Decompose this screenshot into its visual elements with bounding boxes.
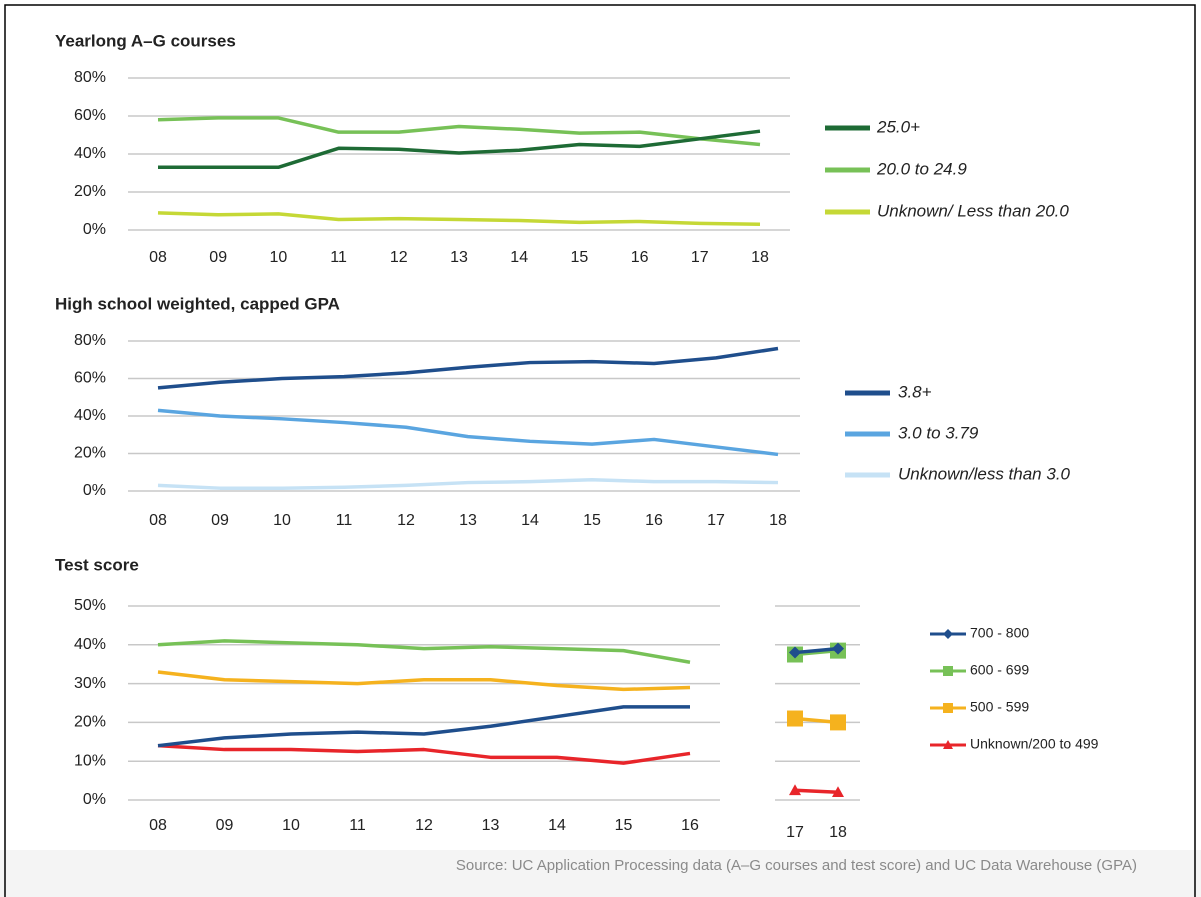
marker — [789, 646, 801, 659]
y-tick-label: 80% — [74, 332, 106, 349]
y-tick-label: 0% — [83, 482, 106, 499]
x-tick-label: 18 — [751, 249, 769, 266]
marker — [943, 740, 953, 749]
x-tick-label: 09 — [216, 817, 234, 834]
legend-label: 3.8+ — [898, 382, 932, 401]
marker — [943, 629, 953, 639]
x-tick-label: 11 — [330, 249, 347, 266]
marker — [943, 666, 953, 676]
y-tick-label: 80% — [74, 69, 106, 86]
x-tick-label: 16 — [645, 512, 663, 529]
y-tick-label: 0% — [83, 791, 106, 808]
x-tick-label: 17 — [786, 824, 804, 841]
y-tick-label: 40% — [74, 407, 106, 424]
series-line — [157, 211, 761, 227]
x-tick-label: 10 — [282, 817, 300, 834]
x-tick-label: 11 — [349, 817, 366, 834]
series-line — [794, 788, 839, 794]
legend-label: Unknown/200 to 499 — [970, 736, 1099, 752]
legend-label: 700 - 800 — [970, 625, 1029, 641]
x-tick-label: 08 — [149, 249, 167, 266]
x-tick-label: 15 — [583, 512, 601, 529]
x-tick-label: 18 — [829, 824, 847, 841]
x-tick-label: 14 — [548, 817, 566, 834]
chart-title: Test score — [55, 555, 139, 574]
x-tick-label: 13 — [450, 249, 468, 266]
series-line — [794, 646, 839, 655]
series-line — [157, 408, 779, 457]
x-tick-label: 13 — [482, 817, 500, 834]
x-tick-label: 11 — [336, 512, 353, 529]
series-line — [157, 116, 761, 147]
y-tick-label: 20% — [74, 714, 106, 731]
x-tick-label: 08 — [149, 817, 167, 834]
marker — [789, 784, 801, 796]
series-line — [157, 346, 779, 390]
y-tick-label: 0% — [83, 221, 106, 238]
legend-label: Unknown/ Less than 20.0 — [877, 201, 1069, 220]
legend-label: 600 - 699 — [970, 662, 1029, 678]
series-line — [158, 129, 761, 170]
y-tick-label: 40% — [74, 636, 106, 653]
x-tick-label: 15 — [615, 817, 633, 834]
x-tick-label: 17 — [691, 249, 709, 266]
y-tick-label: 40% — [74, 145, 106, 162]
legend-label: Unknown/less than 3.0 — [898, 464, 1071, 483]
marker — [787, 710, 803, 727]
legend-label: 25.0+ — [876, 117, 920, 136]
series-line — [157, 743, 691, 765]
marker — [832, 642, 844, 655]
x-tick-label: 15 — [571, 249, 589, 266]
legend-label: 20.0 to 24.9 — [876, 159, 967, 178]
x-tick-label: 10 — [270, 249, 288, 266]
x-tick-label: 12 — [415, 817, 433, 834]
y-tick-label: 30% — [74, 675, 106, 692]
x-tick-label: 17 — [707, 512, 725, 529]
x-tick-label: 13 — [459, 512, 477, 529]
y-tick-label: 50% — [74, 597, 106, 614]
y-tick-label: 10% — [74, 752, 106, 769]
marker — [830, 714, 846, 731]
series-line — [157, 670, 691, 692]
x-tick-label: 09 — [209, 249, 227, 266]
chart-title: High school weighted, capped GPA — [55, 294, 340, 313]
x-tick-label: 16 — [681, 817, 699, 834]
x-tick-label: 14 — [510, 249, 528, 266]
series-line — [157, 705, 690, 748]
x-tick-label: 18 — [769, 512, 787, 529]
series-line — [157, 639, 691, 664]
chart-title: Yearlong A–G courses — [55, 31, 236, 50]
y-tick-label: 20% — [74, 183, 106, 200]
frame — [4, 4, 1196, 897]
series-line — [157, 478, 779, 490]
x-tick-label: 16 — [631, 249, 649, 266]
marker — [832, 786, 844, 798]
source-note: Source: UC Application Processing data (… — [456, 857, 1137, 874]
legend-label: 3.0 to 3.79 — [898, 423, 979, 442]
x-tick-label: 08 — [149, 512, 167, 529]
y-tick-label: 60% — [74, 107, 106, 124]
x-tick-label: 12 — [397, 512, 415, 529]
legend-label: 500 - 599 — [970, 699, 1029, 715]
x-tick-label: 09 — [211, 512, 229, 529]
x-tick-label: 12 — [390, 249, 408, 266]
y-tick-label: 60% — [74, 370, 106, 387]
y-tick-label: 20% — [74, 445, 106, 462]
x-tick-label: 10 — [273, 512, 291, 529]
marker — [943, 703, 953, 713]
x-tick-label: 14 — [521, 512, 539, 529]
footer-band — [0, 850, 1201, 897]
